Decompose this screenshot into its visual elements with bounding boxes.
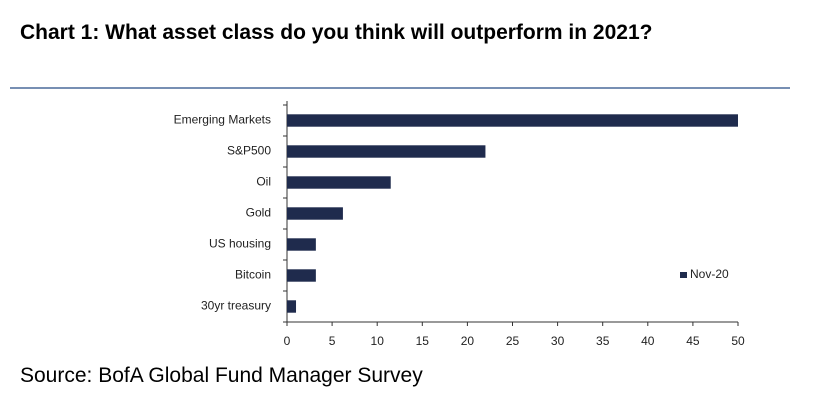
bar	[287, 300, 297, 313]
x-tick-label: 0	[284, 334, 291, 348]
bar	[287, 238, 316, 251]
legend-label: Nov-20	[690, 267, 729, 281]
y-tick-label: Bitcoin	[235, 268, 271, 282]
bar	[287, 145, 486, 158]
legend-swatch	[680, 272, 687, 278]
x-tick-label: 45	[686, 334, 700, 348]
bar	[287, 269, 316, 282]
y-tick-label: S&P500	[227, 144, 271, 158]
y-tick-label: US housing	[209, 237, 271, 251]
bar	[287, 176, 391, 189]
bar	[287, 207, 343, 220]
source-note: Source: BofA Global Fund Manager Survey	[20, 364, 423, 387]
x-tick-label: 20	[461, 334, 475, 348]
x-tick-label: 15	[416, 334, 430, 348]
y-tick-label: Gold	[246, 206, 271, 220]
x-tick-label: 50	[731, 334, 745, 348]
x-tick-label: 25	[506, 334, 520, 348]
x-tick-label: 35	[596, 334, 610, 348]
y-tick-label: Emerging Markets	[174, 113, 271, 127]
x-tick-label: 30	[551, 334, 565, 348]
y-tick-label: Oil	[256, 175, 271, 189]
x-tick-label: 10	[371, 334, 385, 348]
x-tick-label: 5	[329, 334, 336, 348]
x-tick-label: 40	[641, 334, 655, 348]
bar	[287, 114, 738, 127]
chart-title: Chart 1: What asset class do you think w…	[20, 21, 653, 44]
y-tick-label: 30yr treasury	[201, 299, 271, 313]
